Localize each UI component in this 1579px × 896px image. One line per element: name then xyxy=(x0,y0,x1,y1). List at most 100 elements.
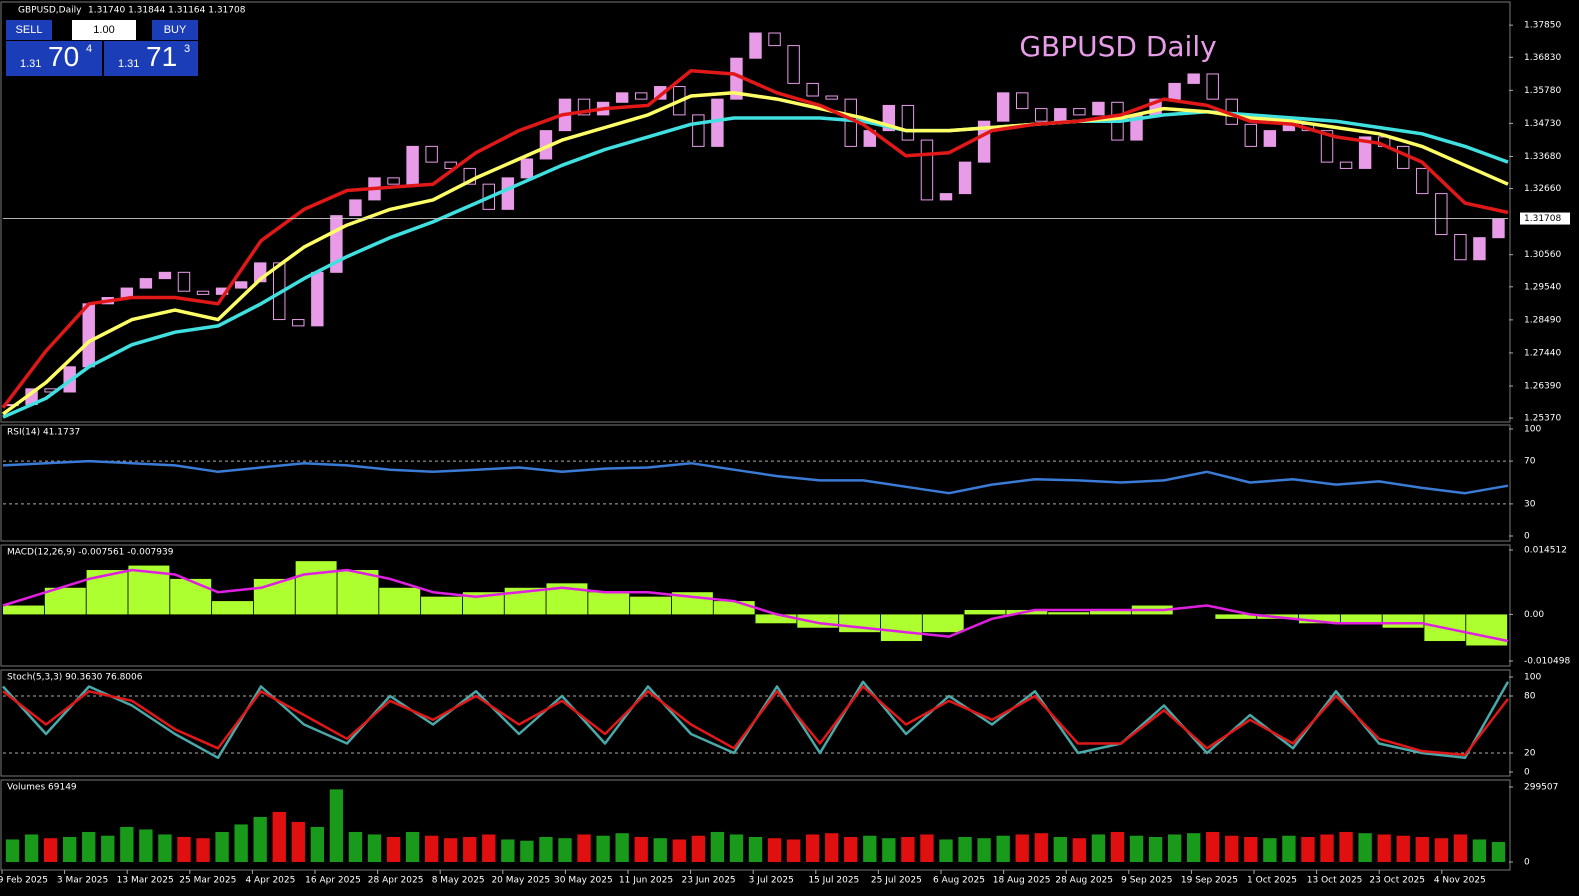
histogram-bar xyxy=(3,605,44,615)
candle xyxy=(577,98,591,116)
volume-bar xyxy=(653,838,667,862)
volume-bar xyxy=(367,834,382,862)
x-tick-label: 23 Oct 2025 xyxy=(1369,876,1425,886)
volume-bar xyxy=(1377,834,1391,862)
x-tick-label: 3 Jul 2025 xyxy=(749,876,794,886)
volume-bar xyxy=(101,835,115,862)
panel-border xyxy=(0,669,1511,777)
indicator-label: Stoch(5,3,3) 90.3630 76.8006 xyxy=(7,673,143,683)
volume-bar xyxy=(1396,835,1410,862)
x-tick-label: 13 Oct 2025 xyxy=(1307,876,1363,886)
histogram-bar xyxy=(462,592,504,615)
volume-bar xyxy=(310,826,325,862)
current-price-label: 1.31708 xyxy=(1524,214,1561,224)
volume-bar xyxy=(405,831,420,862)
volume-bar xyxy=(634,836,648,862)
y-tick-label: 1.34730 xyxy=(1524,119,1561,129)
candle xyxy=(1358,136,1372,169)
volume-bar xyxy=(520,840,534,862)
volume-bar xyxy=(825,833,839,862)
x-tick-label: 23 Jun 2025 xyxy=(682,876,736,886)
volume-bar xyxy=(1186,833,1201,862)
y-tick-label: 70 xyxy=(1524,457,1536,467)
volume-bar xyxy=(844,836,858,862)
x-tick-label: 25 Mar 2025 xyxy=(179,876,236,886)
candle xyxy=(520,158,534,179)
volume-bar xyxy=(120,826,134,862)
buy-price-sup: 3 xyxy=(184,43,191,55)
candle xyxy=(1492,218,1505,239)
sell-button[interactable]: SELL xyxy=(6,20,52,40)
y-tick-label: 1.28490 xyxy=(1524,315,1561,325)
candle xyxy=(234,281,248,289)
histogram-bar xyxy=(212,601,253,615)
lot-input[interactable]: 1.00 xyxy=(72,20,136,40)
x-tick-label: 1 Oct 2025 xyxy=(1247,876,1297,886)
volume-bar xyxy=(786,839,801,862)
candle xyxy=(958,161,972,195)
candle xyxy=(939,193,953,201)
x-tick-label: 6 Aug 2025 xyxy=(933,876,985,886)
histogram-bar xyxy=(379,587,421,615)
volume-bar xyxy=(1110,831,1125,862)
volume-bar xyxy=(1358,833,1372,862)
histogram-bar xyxy=(1340,614,1382,624)
volume-bar xyxy=(1225,835,1239,862)
volume-bar xyxy=(615,833,629,862)
x-tick-label: 28 Aug 2025 xyxy=(1055,876,1113,886)
trade-panel: SELL 1.00 BUY 1.31 70 4 1.31 71 3 xyxy=(6,20,198,76)
candle xyxy=(1339,161,1353,169)
candle xyxy=(82,303,95,368)
candle xyxy=(1092,101,1105,116)
x-tick-label: 13 Mar 2025 xyxy=(117,876,174,886)
candle xyxy=(634,92,648,100)
volume-bar xyxy=(196,838,210,862)
candle xyxy=(330,215,343,273)
volume-bar xyxy=(1148,836,1163,862)
candle xyxy=(615,92,629,103)
volume-bar xyxy=(348,831,363,862)
panel-border xyxy=(0,779,1511,871)
volume-bar xyxy=(1263,838,1277,862)
candle xyxy=(406,145,419,185)
sell-price[interactable]: 1.31 70 4 xyxy=(6,41,102,76)
buy-button[interactable]: BUY xyxy=(152,20,198,40)
volume-bar xyxy=(748,836,763,862)
volume-bar xyxy=(1244,836,1258,862)
volume-bar xyxy=(444,838,458,862)
candle xyxy=(1416,167,1429,195)
volume-bar xyxy=(767,838,782,862)
volume-bar xyxy=(329,789,344,862)
x-tick-label: 25 Jul 2025 xyxy=(871,876,922,886)
candle xyxy=(1035,108,1048,122)
buy-price[interactable]: 1.31 71 3 xyxy=(104,41,198,76)
volume-bar xyxy=(1301,836,1315,862)
volume-bar xyxy=(1129,835,1144,862)
indicator-line xyxy=(2,685,1509,757)
volume-bar xyxy=(958,836,972,862)
y-tick-label: 1.32660 xyxy=(1524,184,1561,194)
histogram-bar xyxy=(755,614,797,624)
y-tick-label: 299507 xyxy=(1524,783,1558,793)
candle xyxy=(387,177,400,185)
candle xyxy=(1187,73,1200,84)
indicator-label: MACD(12,26,9) -0.007561 -0.007939 xyxy=(7,548,174,558)
indicator-line xyxy=(2,109,1509,419)
x-tick-label: 8 May 2025 xyxy=(432,876,485,886)
candle xyxy=(996,92,1010,122)
candle xyxy=(977,120,991,163)
x-tick-label: 28 Apr 2025 xyxy=(368,876,424,886)
panel-border xyxy=(0,544,1511,667)
x-tick-label: 30 May 2025 xyxy=(554,876,613,886)
histogram-bar xyxy=(1215,614,1257,619)
histogram-bar xyxy=(588,592,630,615)
candle xyxy=(349,199,362,217)
candle xyxy=(158,271,172,280)
histogram-bar xyxy=(880,614,922,642)
candle xyxy=(882,104,896,132)
sell-price-sup: 4 xyxy=(86,43,93,55)
volume-bar xyxy=(1091,834,1106,862)
candle xyxy=(311,271,324,327)
candle xyxy=(1015,92,1029,110)
